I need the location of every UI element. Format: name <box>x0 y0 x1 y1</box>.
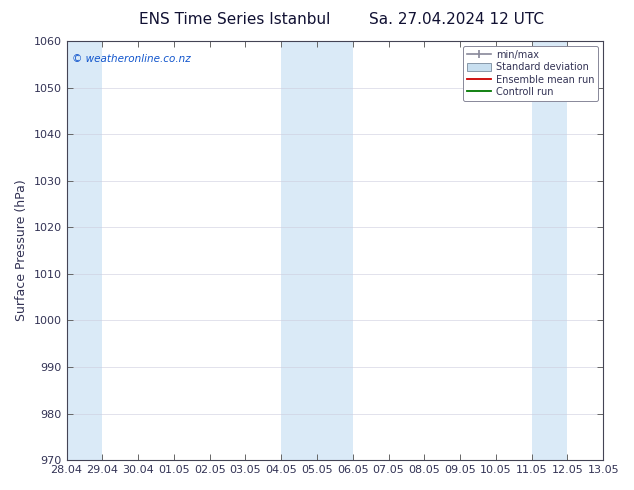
Y-axis label: Surface Pressure (hPa): Surface Pressure (hPa) <box>15 180 28 321</box>
Bar <box>532 41 567 460</box>
Text: ENS Time Series Istanbul: ENS Time Series Istanbul <box>139 12 330 27</box>
Text: Sa. 27.04.2024 12 UTC: Sa. 27.04.2024 12 UTC <box>369 12 544 27</box>
Text: © weatheronline.co.nz: © weatheronline.co.nz <box>72 53 191 64</box>
Bar <box>67 41 102 460</box>
Legend: min/max, Standard deviation, Ensemble mean run, Controll run: min/max, Standard deviation, Ensemble me… <box>463 46 598 101</box>
Bar <box>281 41 353 460</box>
